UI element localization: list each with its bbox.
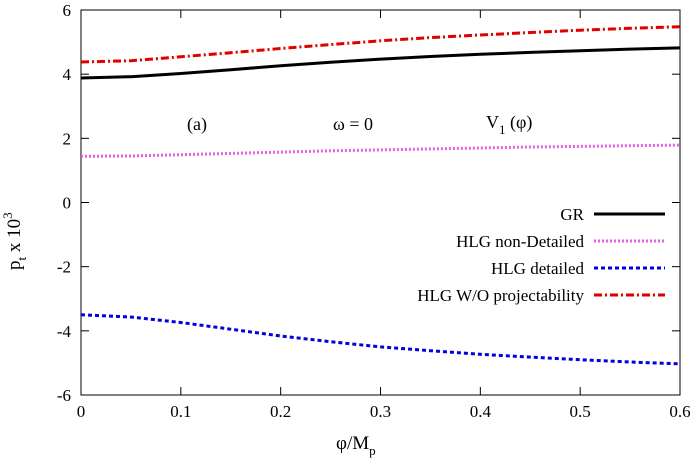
legend-label-hlg-non-detailed: HLG non-Detailed bbox=[456, 232, 584, 251]
y-tick-label: -2 bbox=[57, 258, 71, 277]
y-tick-label: 6 bbox=[63, 1, 72, 20]
x-tick-label: 0.4 bbox=[470, 402, 492, 421]
potential-annotation: V1 (φ) bbox=[486, 112, 532, 137]
x-axis-label-main: φ/M bbox=[336, 433, 369, 454]
potential-sub: 1 bbox=[499, 122, 506, 137]
y-axis-label-sup: 3 bbox=[0, 212, 15, 219]
x-tick-label: 0.5 bbox=[570, 402, 591, 421]
x-axis-label: φ/Mp bbox=[336, 433, 376, 458]
x-tick-label: 0.1 bbox=[170, 402, 191, 421]
potential-main: V bbox=[486, 112, 499, 132]
y-axis-label-main: p bbox=[4, 261, 25, 271]
legend-label-hlg-detailed: HLG detailed bbox=[491, 259, 584, 278]
series-line-hlg-detailed bbox=[80, 313, 681, 366]
axis-ticks: 0 0.1 0.2 0.3 0.4 0.5 0.6 -6 -4 -2 0 2 4 6 bbox=[57, 1, 691, 421]
y-tick-label: -4 bbox=[57, 322, 72, 341]
x-tick-label: 0.2 bbox=[270, 402, 291, 421]
y-axis-label: pt x 103 bbox=[0, 212, 29, 270]
x-axis-label-sub: p bbox=[369, 443, 376, 458]
y-axis-label-mid: x 10 bbox=[4, 219, 25, 257]
y-tick-label: 4 bbox=[63, 65, 72, 84]
potential-arg: (φ) bbox=[506, 112, 533, 133]
x-tick-label: 0 bbox=[77, 402, 86, 421]
y-tick-label: 2 bbox=[63, 129, 72, 148]
series-lines bbox=[80, 25, 681, 366]
y-axis-label-sub: t bbox=[14, 257, 29, 261]
plot-frame bbox=[80, 9, 681, 396]
x-tick-label: 0.3 bbox=[370, 402, 391, 421]
series-line-hlg-w-o-projectability bbox=[80, 25, 681, 64]
panel-label: (a) bbox=[187, 114, 207, 135]
legend-label-gr: GR bbox=[560, 205, 584, 224]
y-tick-label: 0 bbox=[63, 194, 72, 213]
legend: GR HLG non-Detailed HLG detailed HLG W/O… bbox=[417, 205, 665, 305]
series-line-hlg-non-detailed bbox=[80, 143, 681, 158]
legend-label-hlg-wo-projectability: HLG W/O projectability bbox=[417, 286, 584, 305]
x-tick-label: 0.6 bbox=[669, 402, 690, 421]
omega-annotation: ω = 0 bbox=[333, 114, 373, 134]
series-line-gr bbox=[80, 46, 681, 80]
y-tick-label: -6 bbox=[57, 386, 71, 405]
